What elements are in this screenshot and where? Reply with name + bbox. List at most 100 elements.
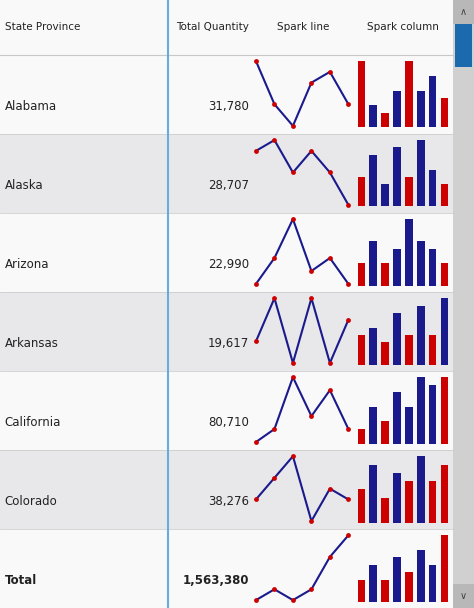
- Point: [326, 385, 334, 395]
- Bar: [393, 313, 401, 365]
- Bar: [369, 407, 377, 444]
- Point: [326, 253, 334, 263]
- Bar: [405, 61, 413, 128]
- Text: 19,617: 19,617: [208, 337, 249, 350]
- Text: Total: Total: [5, 574, 37, 587]
- Bar: [428, 481, 437, 523]
- Bar: [393, 558, 401, 602]
- Bar: [0, 371, 453, 450]
- Bar: [357, 335, 365, 365]
- Bar: [428, 170, 437, 207]
- Point: [252, 595, 260, 605]
- Bar: [440, 298, 448, 365]
- Text: 80,710: 80,710: [208, 416, 249, 429]
- Bar: [417, 91, 425, 128]
- Bar: [357, 61, 365, 128]
- Bar: [381, 342, 389, 365]
- Point: [326, 168, 334, 178]
- Point: [289, 214, 297, 224]
- Bar: [357, 177, 365, 207]
- Bar: [357, 263, 365, 286]
- Bar: [369, 241, 377, 286]
- Bar: [381, 263, 389, 286]
- Bar: [405, 407, 413, 444]
- Bar: [0, 55, 453, 134]
- Point: [345, 315, 352, 325]
- Text: Total Quantity: Total Quantity: [176, 22, 249, 32]
- Bar: [0, 529, 453, 608]
- Bar: [393, 148, 401, 207]
- Bar: [417, 241, 425, 286]
- Point: [345, 494, 352, 504]
- Bar: [0, 292, 453, 371]
- Bar: [405, 219, 413, 286]
- Bar: [393, 249, 401, 286]
- Point: [271, 253, 278, 263]
- Bar: [453, 0, 474, 24]
- Bar: [417, 550, 425, 602]
- Point: [308, 293, 315, 303]
- Point: [345, 279, 352, 289]
- Bar: [393, 473, 401, 523]
- Bar: [405, 481, 413, 523]
- Bar: [428, 565, 437, 602]
- Point: [345, 99, 352, 109]
- Point: [252, 494, 260, 504]
- Point: [271, 99, 278, 109]
- Bar: [417, 306, 425, 365]
- Point: [308, 146, 315, 156]
- Bar: [369, 328, 377, 365]
- Bar: [440, 263, 448, 286]
- Point: [252, 437, 260, 447]
- Bar: [0, 213, 453, 292]
- Point: [308, 266, 315, 276]
- Bar: [453, 0, 474, 608]
- Point: [271, 424, 278, 434]
- Point: [326, 484, 334, 494]
- Point: [308, 411, 315, 421]
- Point: [308, 584, 315, 594]
- Bar: [440, 377, 448, 444]
- Bar: [369, 465, 377, 523]
- Bar: [0, 134, 453, 213]
- Bar: [428, 385, 437, 444]
- Bar: [440, 98, 448, 128]
- Point: [345, 530, 352, 540]
- Point: [345, 424, 352, 434]
- Point: [289, 168, 297, 178]
- Point: [289, 372, 297, 382]
- Text: Spark column: Spark column: [367, 22, 439, 32]
- Point: [271, 473, 278, 483]
- Bar: [417, 456, 425, 523]
- Point: [289, 358, 297, 368]
- Point: [326, 358, 334, 368]
- Point: [289, 595, 297, 605]
- Point: [345, 200, 352, 210]
- Text: 1,563,380: 1,563,380: [182, 574, 249, 587]
- Bar: [440, 465, 448, 523]
- Bar: [393, 392, 401, 444]
- Bar: [428, 249, 437, 286]
- Bar: [417, 140, 425, 207]
- Point: [271, 135, 278, 145]
- Bar: [455, 24, 472, 67]
- Text: 22,990: 22,990: [208, 258, 249, 271]
- Point: [289, 451, 297, 461]
- Point: [252, 56, 260, 66]
- Bar: [0, 450, 453, 529]
- Bar: [428, 335, 437, 365]
- Bar: [440, 184, 448, 207]
- Bar: [405, 335, 413, 365]
- Bar: [393, 91, 401, 128]
- Point: [271, 293, 278, 303]
- Bar: [381, 184, 389, 207]
- Bar: [357, 579, 365, 602]
- Bar: [357, 489, 365, 523]
- Text: Spark line: Spark line: [277, 22, 329, 32]
- Bar: [440, 535, 448, 602]
- Bar: [381, 112, 389, 128]
- Text: ∧: ∧: [460, 7, 467, 17]
- Point: [326, 552, 334, 562]
- Point: [252, 146, 260, 156]
- Bar: [369, 105, 377, 128]
